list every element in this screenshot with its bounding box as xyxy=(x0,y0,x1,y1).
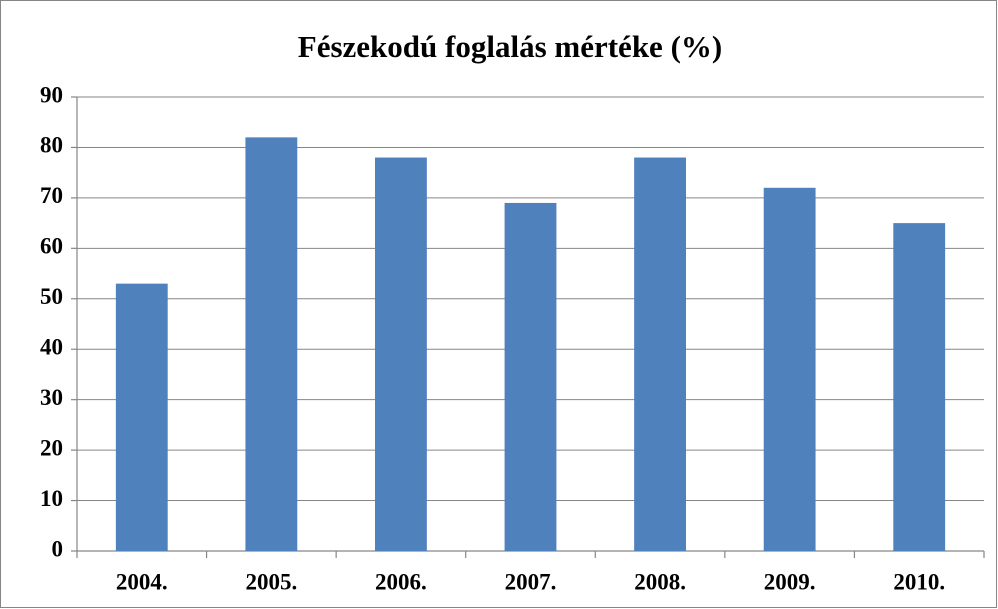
y-tick-label: 30 xyxy=(40,385,63,410)
y-tick-label: 40 xyxy=(40,335,63,360)
x-tick-label: 2007. xyxy=(505,569,557,594)
x-tick-label: 2008. xyxy=(634,569,686,594)
bar xyxy=(893,223,946,551)
y-tick-label: 0 xyxy=(52,536,64,561)
y-tick-label: 90 xyxy=(40,82,63,107)
y-tick-label: 50 xyxy=(40,284,63,309)
y-tick-label: 60 xyxy=(40,234,63,259)
y-tick-label: 70 xyxy=(40,183,63,208)
bar xyxy=(504,202,557,551)
x-tick-label: 2004. xyxy=(116,569,168,594)
bar xyxy=(375,157,427,552)
x-tick-label: 2009. xyxy=(764,569,816,594)
bar xyxy=(634,157,686,552)
y-tick-label: 20 xyxy=(40,435,63,460)
x-tick-label: 2006. xyxy=(375,569,427,594)
bar xyxy=(115,283,168,551)
y-tick-label: 10 xyxy=(40,486,63,511)
x-tick-label: 2005. xyxy=(245,569,297,594)
y-tick-label: 80 xyxy=(40,133,63,158)
chart-title: Fészekodú foglalás mértéke (%) xyxy=(298,29,722,64)
x-tick-label: 2010. xyxy=(893,569,945,594)
bar xyxy=(763,187,816,552)
bar xyxy=(245,137,298,551)
